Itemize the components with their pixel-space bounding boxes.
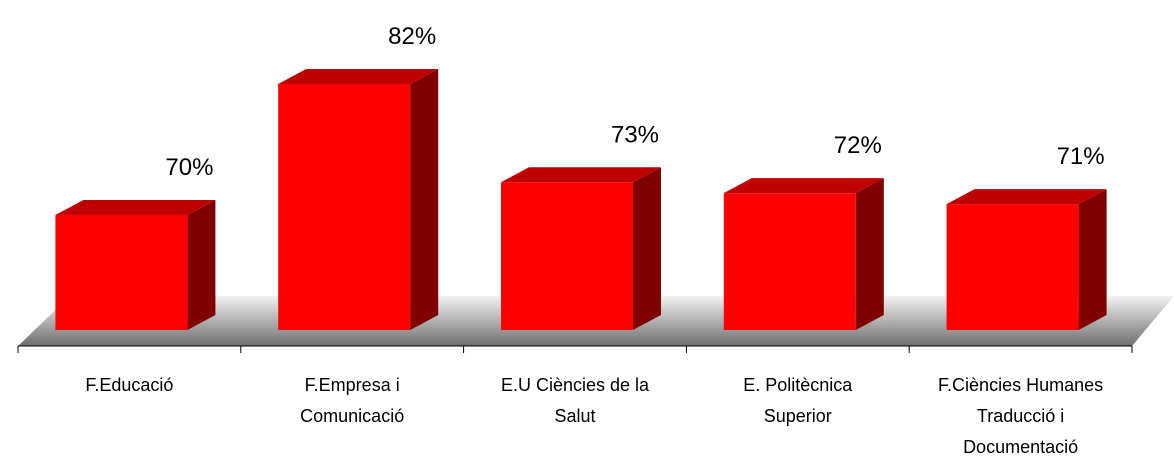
bar-side [855, 178, 884, 330]
x-tick-label: E.U Ciències de la Salut [500, 375, 650, 426]
bar-side [633, 167, 661, 330]
x-tick-label: F.Educació [85, 375, 174, 395]
bar [946, 204, 1079, 330]
bar-top [946, 189, 1107, 205]
bar [723, 193, 856, 330]
x-tick-label: F.Ciències Humanes Traducció i Documenta… [938, 375, 1104, 457]
bar [55, 215, 188, 330]
bar-side [410, 69, 439, 330]
value-label: 73% [611, 121, 659, 148]
bar [278, 84, 411, 330]
bar-side [187, 200, 216, 330]
bar-top [278, 69, 439, 84]
bar [501, 182, 633, 330]
value-label: 71% [1057, 143, 1105, 170]
x-tick-label: F.Empresa i Comunicació [300, 375, 405, 426]
value-label: 82% [388, 23, 436, 50]
bar-side [1078, 189, 1107, 330]
x-tick-label: E. Politècnica Superior [743, 375, 853, 426]
value-label: 70% [165, 154, 213, 181]
bar-top [55, 200, 216, 215]
bar-top [501, 167, 661, 183]
value-label: 72% [834, 132, 882, 159]
bar-top [723, 178, 884, 194]
